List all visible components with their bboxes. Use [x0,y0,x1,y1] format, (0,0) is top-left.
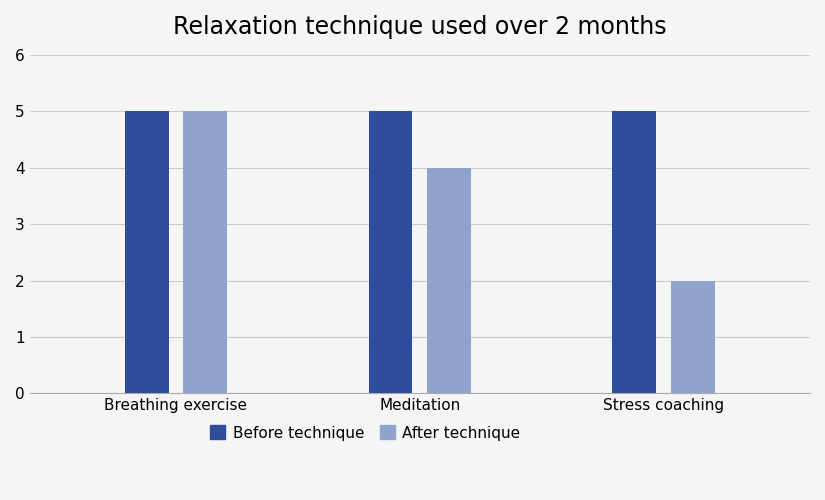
Bar [427,168,471,394]
Bar [183,112,227,394]
Legend: Before technique, After technique: Before technique, After technique [204,420,526,446]
Title: Relaxation technique used over 2 months: Relaxation technique used over 2 months [173,15,667,39]
Bar [125,112,168,394]
Bar [671,280,715,394]
Bar [369,112,412,394]
Bar [612,112,657,394]
